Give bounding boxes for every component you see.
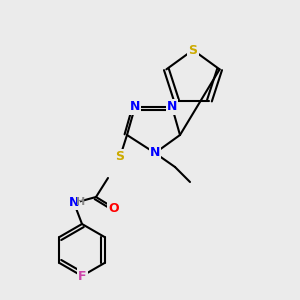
Text: N: N [167,100,177,113]
Text: S: S [116,151,124,164]
Text: N: N [150,146,160,160]
Text: O: O [109,202,119,214]
Text: N: N [69,196,79,209]
Text: H: H [76,197,85,207]
Text: N: N [130,100,140,113]
Text: S: S [188,44,197,56]
Text: F: F [78,269,86,283]
